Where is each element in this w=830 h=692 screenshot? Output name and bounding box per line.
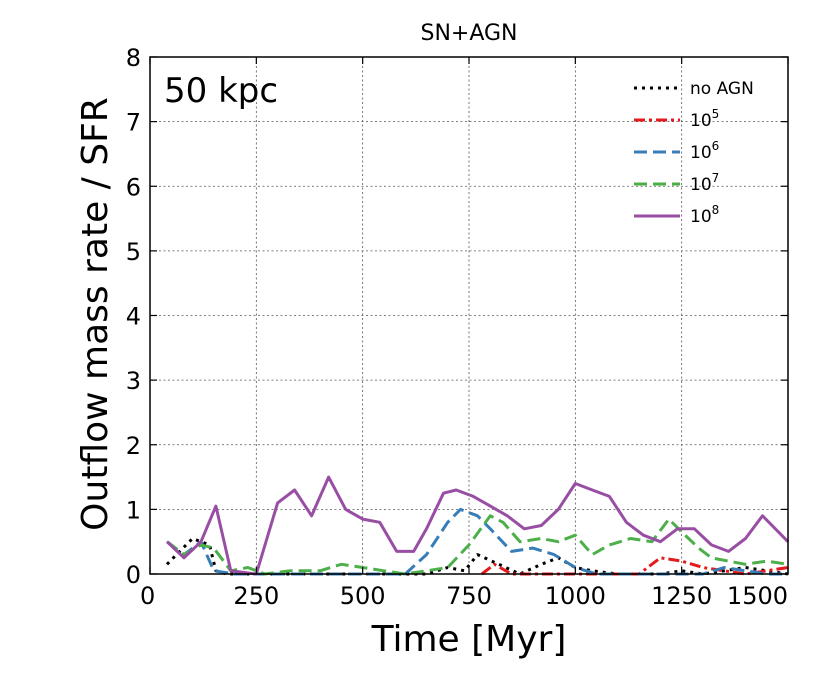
x-tick-label: 750 xyxy=(446,582,492,610)
y-tick-label: 5 xyxy=(126,238,141,266)
y-tick-label: 7 xyxy=(126,109,141,137)
y-tick-label: 3 xyxy=(126,367,141,395)
series-layer xyxy=(165,475,790,576)
legend-exponent: 8 xyxy=(712,203,720,217)
chart-title: SN+AGN xyxy=(420,21,517,46)
x-tick-label: 1000 xyxy=(545,582,606,610)
legend-entry: 105 xyxy=(690,107,719,131)
y-tick-label: 4 xyxy=(126,303,141,331)
x-tick-label: 250 xyxy=(233,582,279,610)
series-line xyxy=(165,475,790,576)
x-tick-label: 0 xyxy=(140,582,155,610)
tick-labels: 0 250 500 750 1000 1250 1500 0 1 2 3 4 5 6 7 8 xyxy=(126,44,788,610)
legend: no AGN 105 106 107 108 xyxy=(634,79,754,227)
y-tick-label: 6 xyxy=(126,173,141,201)
x-tick-label: 500 xyxy=(340,582,386,610)
y-axis-label: Outflow mass rate / SFR xyxy=(75,97,116,531)
series-line xyxy=(166,514,789,576)
legend-exponent: 6 xyxy=(712,139,720,153)
ticks xyxy=(149,56,789,575)
x-tick-label: 1250 xyxy=(651,582,712,610)
legend-entry: 106 xyxy=(690,139,719,163)
legend-entry: 107 xyxy=(690,171,719,195)
grid xyxy=(150,57,788,574)
x-tick-label: 1500 xyxy=(727,582,788,610)
legend-entry: 108 xyxy=(690,203,719,227)
y-tick-label: 8 xyxy=(126,44,141,72)
y-tick-label: 0 xyxy=(126,561,141,589)
x-axis-label: Time [Myr] xyxy=(371,619,567,660)
legend-entry: no AGN xyxy=(690,79,754,99)
legend-exponent: 7 xyxy=(712,171,720,185)
panel-label: 50 kpc xyxy=(164,71,278,111)
legend-exponent: 5 xyxy=(712,107,720,121)
y-tick-label: 2 xyxy=(126,432,141,460)
y-tick-label: 1 xyxy=(126,496,141,524)
